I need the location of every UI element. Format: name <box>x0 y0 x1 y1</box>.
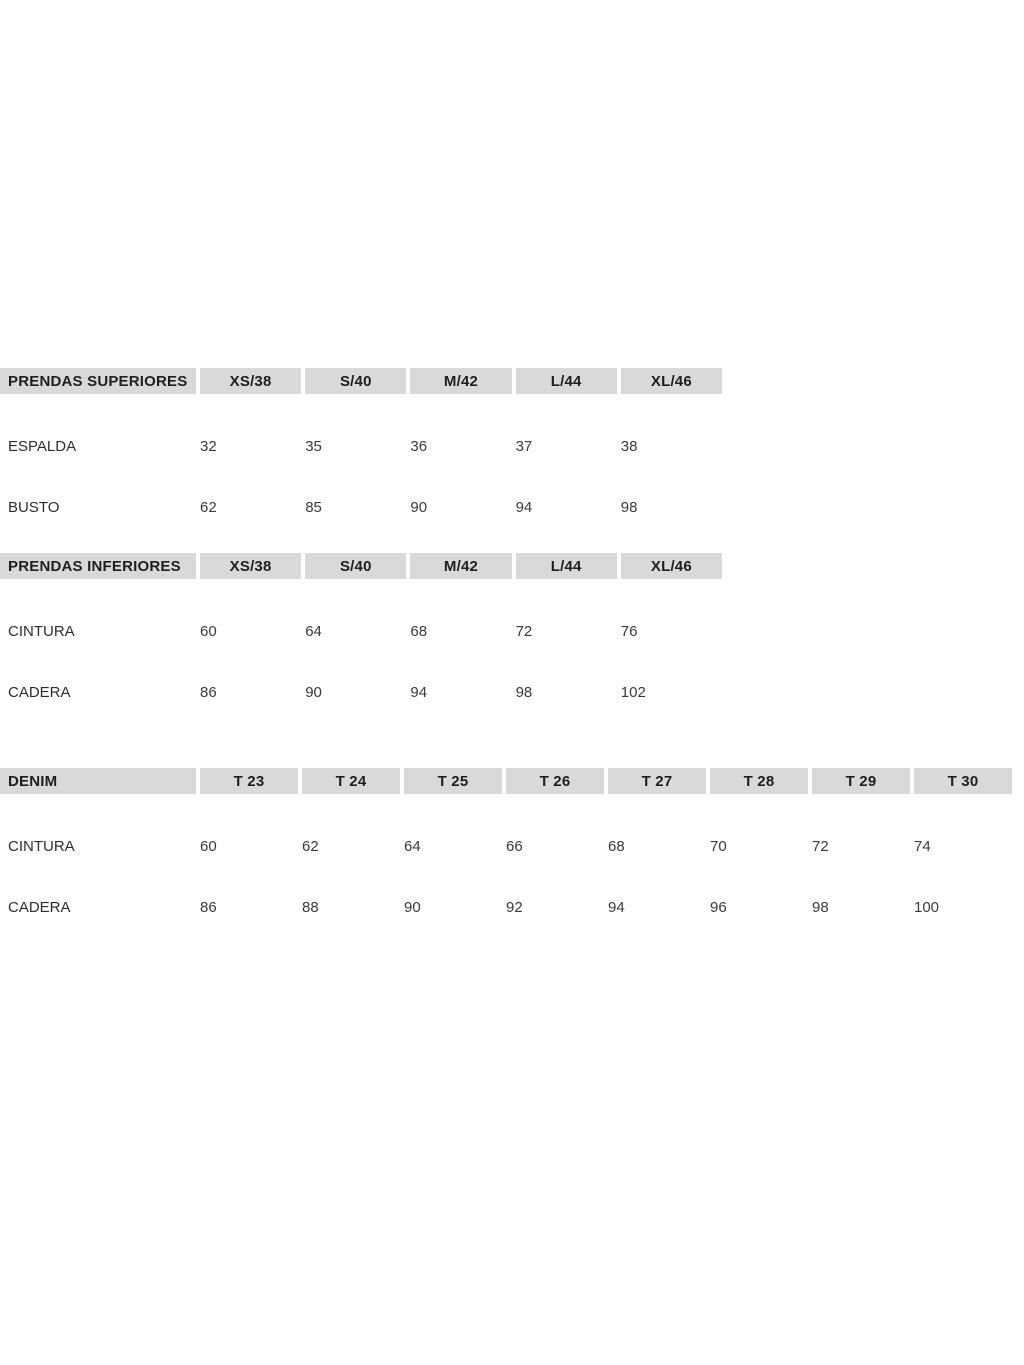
data-cell: 98 <box>515 683 533 701</box>
column-header: T 24 <box>302 768 400 794</box>
data-cell: 86 <box>200 683 217 701</box>
table-row: CINTURA 60 62 64 66 68 70 72 74 <box>0 837 1012 855</box>
data-cell: 90 <box>410 498 428 516</box>
table-row: CADERA 86 90 94 98 102 <box>0 683 722 701</box>
column-header: T 27 <box>608 768 706 794</box>
table-title-cell: PRENDAS INFERIORES <box>0 553 196 579</box>
column-header: T 30 <box>914 768 1012 794</box>
data-cell: 37 <box>515 437 533 455</box>
column-header: S/40 <box>305 368 407 394</box>
column-header: L/44 <box>515 553 617 579</box>
column-header: XL/46 <box>620 368 722 394</box>
data-cell: 92 <box>506 898 523 916</box>
data-cell: 94 <box>515 498 533 516</box>
data-cell: 88 <box>302 898 319 916</box>
data-cell: 68 <box>410 622 428 640</box>
data-cell: 90 <box>305 683 322 701</box>
table-row: ESPALDA 32 35 36 37 38 <box>0 437 722 455</box>
data-cell: 86 <box>200 898 217 916</box>
column-header: XL/46 <box>620 553 722 579</box>
column-header: S/40 <box>305 553 407 579</box>
data-cell: 60 <box>200 837 217 855</box>
data-cell: 72 <box>515 622 533 640</box>
table-header-row: PRENDAS SUPERIORES XS/38 S/40 M/42 L/44 XL/46 <box>0 368 722 394</box>
column-header: T 23 <box>200 768 298 794</box>
column-header: T 25 <box>404 768 502 794</box>
row-label: CINTURA <box>8 837 75 855</box>
table-row: BUSTO 62 85 90 94 98 <box>0 498 722 516</box>
table-header-row: PRENDAS INFERIORES XS/38 S/40 M/42 L/44 XL/46 <box>0 553 722 579</box>
row-label: ESPALDA <box>8 437 77 455</box>
column-header: L/44 <box>515 368 617 394</box>
data-cell: 36 <box>410 437 428 455</box>
data-cell: 85 <box>305 498 322 516</box>
table-title-cell: PRENDAS SUPERIORES <box>0 368 196 394</box>
data-cell: 98 <box>812 898 829 916</box>
data-cell: 98 <box>620 498 638 516</box>
data-cell: 62 <box>302 837 319 855</box>
column-header: XS/38 <box>200 368 302 394</box>
column-header: T 28 <box>710 768 808 794</box>
data-cell: 68 <box>608 837 625 855</box>
data-cell: 96 <box>710 898 727 916</box>
row-label: CINTURA <box>8 622 75 640</box>
data-cell: 102 <box>620 683 646 701</box>
column-header: T 29 <box>812 768 910 794</box>
data-cell: 72 <box>812 837 829 855</box>
data-cell: 90 <box>404 898 421 916</box>
data-cell: 60 <box>200 622 217 640</box>
data-cell: 64 <box>305 622 322 640</box>
size-table-prendas-superiores: PRENDAS SUPERIORES XS/38 S/40 M/42 L/44 XL/46… <box>0 368 722 516</box>
size-table-denim: DENIM T 23 T 24 T 25 T 26 T 27 T 28 T 29 T 30 CIN… <box>0 768 1012 916</box>
data-cell: 64 <box>404 837 421 855</box>
column-header: XS/38 <box>200 553 302 579</box>
size-table-prendas-inferiores: PRENDAS INFERIORES XS/38 S/40 M/42 L/44 XL/46… <box>0 553 722 701</box>
data-cell: 70 <box>710 837 727 855</box>
data-cell: 35 <box>305 437 322 455</box>
row-label: CADERA <box>8 683 71 701</box>
column-header: M/42 <box>410 368 512 394</box>
table-row: CINTURA 60 64 68 72 76 <box>0 622 722 640</box>
table-header-row: DENIM T 23 T 24 T 25 T 26 T 27 T 28 T 29 T 30 <box>0 768 1012 794</box>
data-cell: 76 <box>620 622 638 640</box>
column-header: M/42 <box>410 553 512 579</box>
data-cell: 38 <box>620 437 638 455</box>
table-row: CADERA 86 88 90 92 94 96 98 100 <box>0 898 1012 916</box>
data-cell: 74 <box>914 837 931 855</box>
data-cell: 62 <box>200 498 217 516</box>
data-cell: 100 <box>914 898 940 916</box>
column-header: T 26 <box>506 768 604 794</box>
row-label: CADERA <box>8 898 71 916</box>
data-cell: 94 <box>410 683 428 701</box>
data-cell: 94 <box>608 898 625 916</box>
data-cell: 66 <box>506 837 523 855</box>
row-label: BUSTO <box>8 498 60 516</box>
table-title-cell: DENIM <box>0 768 196 794</box>
data-cell: 32 <box>200 437 217 455</box>
